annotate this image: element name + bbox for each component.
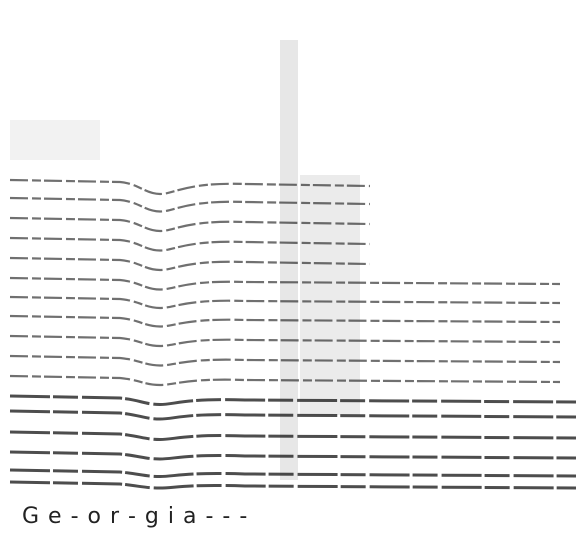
caption: G e - o r - g i a - - - <box>22 504 248 529</box>
harmonic <box>10 482 576 488</box>
formant-region <box>300 175 360 415</box>
spectrogram-figure: G e - o r - g i a - - - <box>0 0 576 533</box>
spectrogram <box>0 0 576 495</box>
faint-region <box>10 120 100 160</box>
